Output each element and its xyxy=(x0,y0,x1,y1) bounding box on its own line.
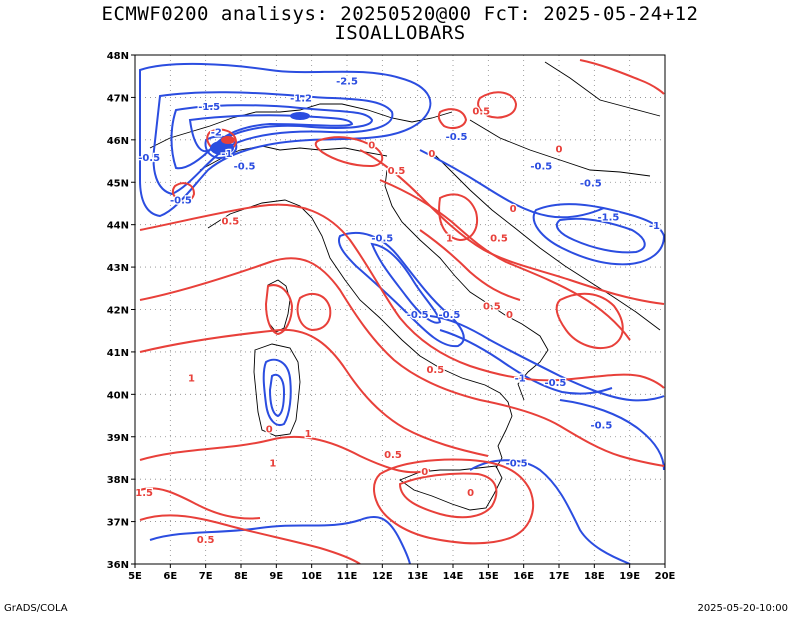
contour-label: -0.5 xyxy=(407,310,429,321)
contour-label: -2.5 xyxy=(336,77,358,88)
lon-tick-label: 11E xyxy=(337,571,358,582)
lat-tick-label: 43N xyxy=(107,263,129,274)
coast-balkans xyxy=(429,149,661,331)
axis-ticks: 5E 6E 7E 8E 9E 10E 11E 12E 13E 14E 15E 16E 17E 18E 19E… xyxy=(107,51,676,582)
lon-tick-label: 16E xyxy=(513,571,534,582)
contour-label: 0 xyxy=(556,145,563,156)
lat-tick-label: 37N xyxy=(107,518,129,529)
contour-label: 0 xyxy=(467,488,474,499)
border-balkans xyxy=(469,119,651,177)
coastlines xyxy=(149,61,661,511)
contour-label: -1 xyxy=(221,149,232,160)
contour-label: -1.5 xyxy=(198,102,220,113)
contour-label: -0.5 xyxy=(506,458,528,469)
contour-label: -0.5 xyxy=(590,420,612,431)
coast-sicily xyxy=(399,465,503,511)
lat-tick-label: 36N xyxy=(107,560,129,571)
contour-label: 0 xyxy=(428,149,435,160)
contour-label: -1.5 xyxy=(131,488,153,499)
neg-spot-2 xyxy=(290,112,310,120)
contour-label: 0.5 xyxy=(472,106,490,117)
contour-label: 0.5 xyxy=(222,217,240,228)
positive-isolines xyxy=(139,59,665,564)
lat-tick-label: 46N xyxy=(107,136,129,147)
lon-tick-label: 20E xyxy=(655,571,676,582)
pos-core-spot xyxy=(221,136,235,144)
lon-tick-label: 9E xyxy=(269,571,283,582)
footer-credit: GrADS/COLA xyxy=(4,603,68,614)
lat-tick-label: 44N xyxy=(107,221,129,232)
lon-tick-label: 14E xyxy=(443,571,464,582)
lat-tick-label: 40N xyxy=(107,390,129,401)
lat-tick-label: 39N xyxy=(107,433,129,444)
lon-tick-label: 12E xyxy=(372,571,393,582)
contour-label: 1 xyxy=(446,234,453,245)
lon-tick-label: 10E xyxy=(301,571,322,582)
border-alps xyxy=(149,103,453,149)
coast-italy-west xyxy=(207,199,513,469)
contour-label: -1.2 xyxy=(290,94,312,105)
contour-label: 0.5 xyxy=(490,234,508,245)
lon-tick-label: 8E xyxy=(234,571,248,582)
contour-labels: -1.5-1.2-2.5-2-1-0.5-0.5-0.5-0.5-0.5-0.5… xyxy=(131,75,661,547)
lon-tick-label: 17E xyxy=(549,571,570,582)
contour-label: 0.5 xyxy=(388,166,406,177)
contour-label: 1 xyxy=(269,458,276,469)
contour-label: 0.5 xyxy=(483,302,501,313)
contour-label: -0.5 xyxy=(234,162,256,173)
contour-label: 1 xyxy=(188,374,195,385)
lat-tick-label: 45N xyxy=(107,178,129,189)
contour-label: 0 xyxy=(421,467,428,478)
lon-tick-label: 5E xyxy=(128,571,142,582)
lon-tick-label: 18E xyxy=(584,571,605,582)
border-east xyxy=(544,61,661,117)
lat-tick-label: 41N xyxy=(107,348,129,359)
lat-tick-label: 47N xyxy=(107,93,129,104)
map-title-line1: ECMWF0200 analisys: 20250520@00 FcT: 202… xyxy=(101,3,699,25)
contour-label: -0.5 xyxy=(580,178,602,189)
contour-label: -1 xyxy=(649,221,660,232)
lat-tick-label: 42N xyxy=(107,306,129,317)
contour-label: 0.5 xyxy=(426,365,444,376)
neg-core-spot xyxy=(210,141,234,155)
footer-timestamp: 2025-05-20-10:00 xyxy=(697,603,788,614)
contour-label: -0.5 xyxy=(170,195,192,206)
contour-label: -1.5 xyxy=(598,212,620,223)
contour-label: 0.5 xyxy=(197,535,215,546)
contour-label: -0.5 xyxy=(446,132,468,143)
contour-label: -2 xyxy=(211,128,222,139)
lat-tick-label: 48N xyxy=(107,51,129,62)
contour-label: -0.5 xyxy=(371,234,393,245)
contour-label: -1 xyxy=(515,374,526,385)
lon-tick-label: 7E xyxy=(199,571,213,582)
contour-label: 0 xyxy=(266,425,273,436)
contour-label: -0.5 xyxy=(530,162,552,173)
coast-italy-east xyxy=(384,169,549,401)
lon-tick-label: 15E xyxy=(478,571,499,582)
lon-tick-label: 13E xyxy=(407,571,428,582)
contour-label: -0.5 xyxy=(439,310,461,321)
contour-label: 0.5 xyxy=(384,450,402,461)
contour-label: -0.5 xyxy=(545,378,567,389)
contour-label: -0.5 xyxy=(138,153,160,164)
contour-label: 0 xyxy=(506,310,513,321)
coast-sardinia xyxy=(253,343,301,437)
contour-label: 1 xyxy=(305,429,312,440)
lat-lon-grid xyxy=(135,55,665,564)
lon-tick-label: 19E xyxy=(619,571,640,582)
map-title-line2: ISOALLOBARS xyxy=(334,22,466,44)
lon-tick-label: 6E xyxy=(163,571,177,582)
lat-tick-label: 38N xyxy=(107,475,129,486)
contour-label: 0 xyxy=(368,140,375,151)
contour-label: 0 xyxy=(510,204,517,215)
